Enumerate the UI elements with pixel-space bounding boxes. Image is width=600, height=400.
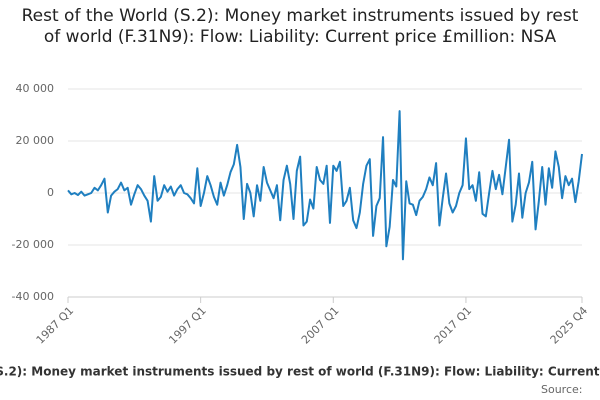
source: Source: bbox=[541, 383, 583, 396]
legend-label: Rest of the World (S.2): Money market in… bbox=[0, 365, 600, 379]
y-tick-label: 20 000 bbox=[16, 134, 55, 147]
x-tick-label: 2007 Q1 bbox=[299, 304, 342, 347]
x-tick-label: 2025 Q4 bbox=[548, 304, 591, 347]
y-tick-label: -40 000 bbox=[12, 290, 54, 303]
x-tick-label: 1997 Q1 bbox=[166, 304, 209, 347]
y-tick-label: 0 bbox=[47, 186, 54, 199]
y-tick-label: -20 000 bbox=[12, 238, 54, 251]
chart-title: Rest of the World (S.2): Money market in… bbox=[21, 6, 579, 47]
x-tick-label: 2017 Q1 bbox=[432, 304, 475, 347]
y-tick-label: 40 000 bbox=[16, 82, 55, 95]
x-tick-label: 1987 Q1 bbox=[34, 304, 77, 347]
series-line bbox=[67, 110, 583, 261]
